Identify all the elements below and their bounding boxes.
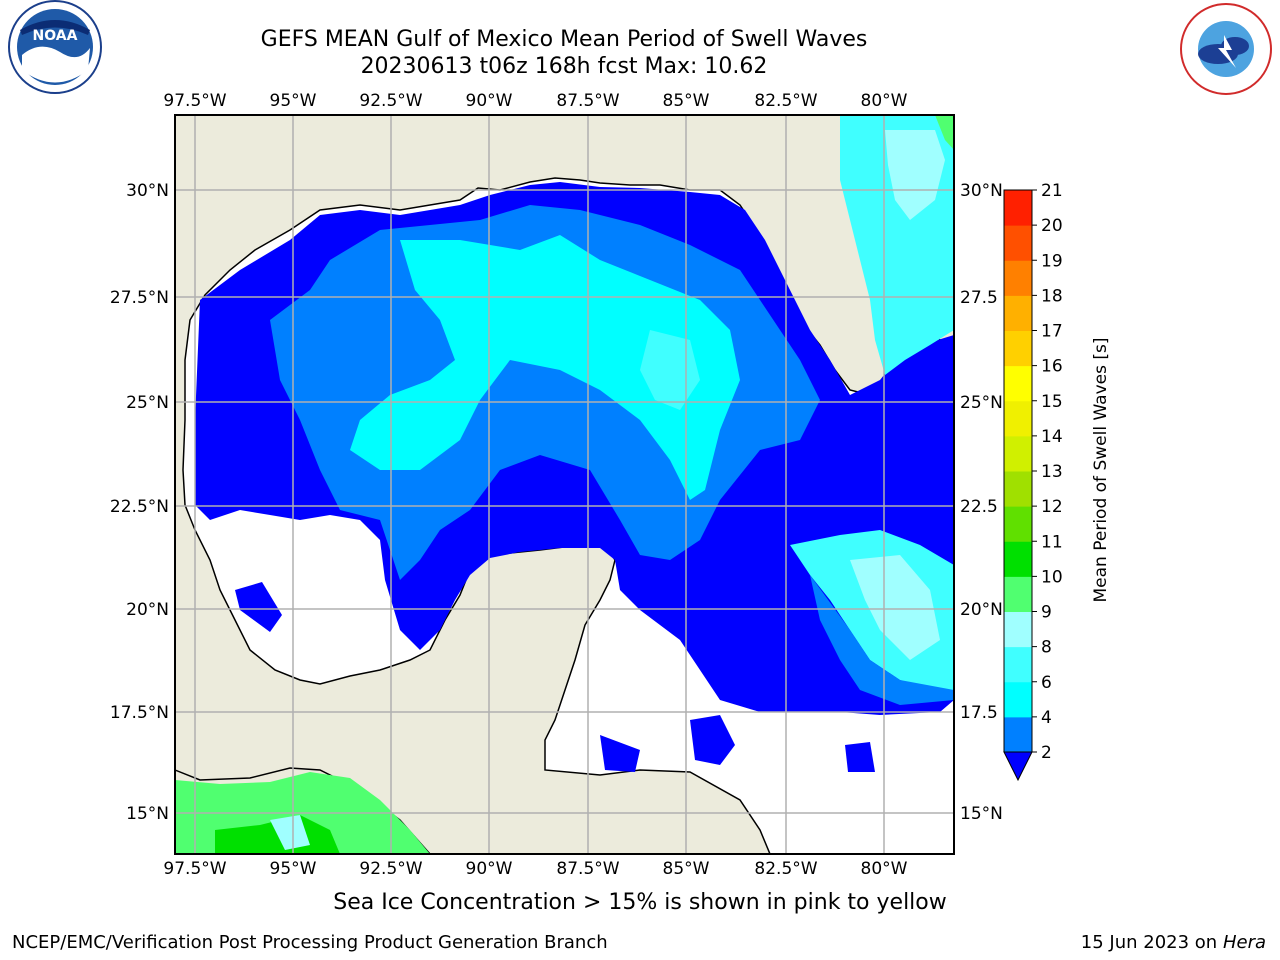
lat-label: 22.5°N bbox=[110, 497, 169, 517]
colorbar-bin bbox=[1004, 225, 1032, 261]
colorbar-tick-label: 8 bbox=[1041, 638, 1052, 658]
colorbar-under-triangle bbox=[1003, 751, 1033, 782]
lon-label: 92.5°W bbox=[359, 859, 422, 879]
colorbar-tick-label: 4 bbox=[1041, 708, 1052, 728]
map-frame bbox=[174, 114, 955, 855]
lon-label: 95°W bbox=[270, 91, 317, 111]
lon-label: 97.5°W bbox=[163, 91, 226, 111]
lat-label: 22.5 bbox=[960, 497, 998, 517]
lat-label: 27.5°N bbox=[110, 288, 169, 308]
credit-right: 15 Jun 2023 on Hera bbox=[1081, 932, 1266, 953]
lon-label: 90°W bbox=[466, 91, 513, 111]
lon-label: 92.5°W bbox=[359, 91, 422, 111]
lon-label: 87.5°W bbox=[556, 91, 619, 111]
credit-machine: Hera bbox=[1222, 932, 1266, 953]
colorbar-tick-label: 14 bbox=[1041, 427, 1063, 447]
lon-label: 97.5°W bbox=[163, 859, 226, 879]
colorbar-tick-label: 11 bbox=[1041, 532, 1063, 552]
colorbar-bin bbox=[1004, 471, 1032, 507]
colorbar-tick-label: 21 bbox=[1041, 181, 1063, 201]
colorbar-bin bbox=[1004, 400, 1032, 437]
lon-label: 95°W bbox=[270, 859, 317, 879]
lat-label: 20°N bbox=[126, 600, 169, 620]
colorbar-tick-label: 12 bbox=[1041, 497, 1063, 517]
graticule bbox=[175, 115, 954, 854]
noaa-logo: NOAA bbox=[8, 0, 102, 94]
lat-label: 15°N bbox=[960, 804, 1003, 824]
lon-label: 80°W bbox=[861, 859, 908, 879]
colorbar-bin bbox=[1004, 295, 1032, 331]
colorbar-bin bbox=[1004, 435, 1032, 472]
lat-labels-left: 30°N 27.5°N 25°N 22.5°N 20°N 17.5°N 15°N bbox=[110, 181, 169, 824]
lat-label: 20°N bbox=[960, 600, 1003, 620]
lon-label: 82.5°W bbox=[754, 91, 817, 111]
colorbar-tick-label: 10 bbox=[1041, 567, 1063, 587]
lat-label: 30°N bbox=[126, 181, 169, 201]
credit-date: 15 Jun 2023 on bbox=[1080, 932, 1218, 953]
colorbar-tick-label: 17 bbox=[1041, 322, 1063, 342]
colorbar-bin bbox=[1004, 716, 1032, 753]
colorbar-bin bbox=[1004, 681, 1032, 718]
lat-label: 27.5 bbox=[960, 288, 998, 308]
lon-label: 87.5°W bbox=[556, 859, 619, 879]
colorbar-tick-label: 13 bbox=[1041, 462, 1063, 482]
colorbar-bin bbox=[1004, 330, 1032, 367]
colorbar-bin bbox=[1004, 365, 1032, 402]
lat-labels-right: 30°N 27.5 25°N 22.5 20°N 17.5 15°N bbox=[960, 181, 1003, 824]
lat-label: 25°N bbox=[960, 393, 1003, 413]
map-subtitle: 20230613 t06z 168h fcst Max: 10.62 bbox=[360, 54, 768, 79]
lat-label: 30°N bbox=[960, 181, 1003, 201]
colorbar-tick-label: 19 bbox=[1041, 251, 1063, 271]
colorbar-title: Mean Period of Swell Waves [s] bbox=[1091, 338, 1111, 603]
sea-ice-note: Sea Ice Concentration > 15% is shown in … bbox=[333, 890, 947, 915]
svg-text:NOAA: NOAA bbox=[33, 28, 78, 44]
lon-label: 82.5°W bbox=[754, 859, 817, 879]
colorbar-tick-label: 9 bbox=[1041, 603, 1052, 623]
colorbar-bin bbox=[1004, 506, 1032, 542]
colorbar-tick-label: 18 bbox=[1041, 286, 1063, 306]
lon-labels-bottom: 97.5°W 95°W 92.5°W 90°W 87.5°W 85°W 82.5… bbox=[163, 859, 907, 879]
lat-label: 15°N bbox=[126, 804, 169, 824]
colorbar-bin bbox=[1004, 260, 1032, 296]
colorbar-bin bbox=[1004, 576, 1032, 612]
nws-logo bbox=[1180, 3, 1272, 95]
lon-labels-top: 97.5°W 95°W 92.5°W 90°W 87.5°W 85°W 82.5… bbox=[163, 91, 907, 111]
colorbar: 2 4 6 8 9 10 11 12 13 14 15 16 17 18 19 20 21 bbox=[1003, 181, 1063, 782]
map-title: GEFS MEAN Gulf of Mexico Mean Period of … bbox=[260, 27, 868, 52]
lon-label: 90°W bbox=[466, 859, 513, 879]
credit-left: NCEP/EMC/Verification Post Processing Pr… bbox=[12, 932, 608, 953]
colorbar-tick-label: 16 bbox=[1041, 357, 1063, 377]
colorbar-tick-label: 15 bbox=[1041, 392, 1063, 412]
lat-label: 17.5°N bbox=[110, 703, 169, 723]
colorbar-bin bbox=[1004, 190, 1032, 226]
lat-label: 25°N bbox=[126, 393, 169, 413]
lon-label: 85°W bbox=[663, 859, 710, 879]
lat-label: 17.5 bbox=[960, 703, 998, 723]
lon-label: 80°W bbox=[861, 91, 908, 111]
wave-period-field bbox=[175, 115, 954, 854]
colorbar-tick-label: 2 bbox=[1041, 743, 1052, 763]
lon-label: 85°W bbox=[663, 91, 710, 111]
colorbar-bin bbox=[1004, 646, 1032, 683]
colorbar-bin bbox=[1004, 611, 1032, 648]
map-area bbox=[175, 115, 954, 854]
colorbar-tick-label: 6 bbox=[1041, 673, 1052, 693]
colorbar-bin bbox=[1004, 541, 1032, 577]
colorbar-tick-label: 20 bbox=[1041, 216, 1063, 236]
